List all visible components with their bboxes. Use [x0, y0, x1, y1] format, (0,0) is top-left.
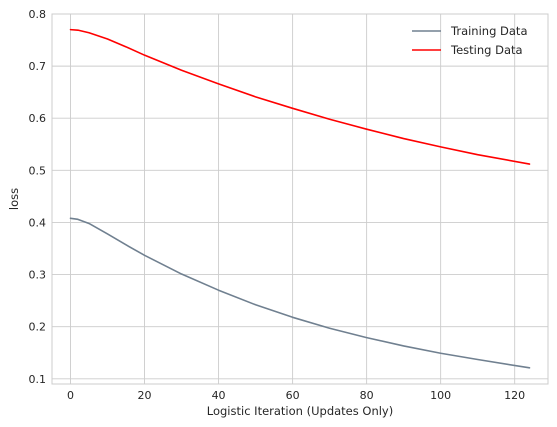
- x-tick-label: 100: [430, 389, 451, 402]
- grid-lines: [52, 13, 548, 384]
- y-tick-label: 0.6: [29, 112, 47, 125]
- x-axis-label: Logistic Iteration (Updates Only): [207, 404, 393, 418]
- legend-label: Testing Data: [450, 43, 523, 57]
- y-tick-label: 0.4: [29, 216, 47, 229]
- x-axis-ticks: 0 20 40 60 80 100 120: [67, 389, 525, 402]
- y-tick-label: 0.5: [29, 164, 47, 177]
- x-tick-label: 40: [212, 389, 226, 402]
- x-tick-label: 0: [67, 389, 74, 402]
- legend-label: Training Data: [450, 24, 528, 38]
- x-tick-label: 120: [504, 389, 525, 402]
- y-tick-label: 0.3: [29, 269, 47, 282]
- series-line-training: [69, 217, 531, 369]
- x-tick-label: 60: [286, 389, 300, 402]
- y-axis-ticks: 0.1 0.2 0.3 0.4 0.5 0.6 0.7 0.8: [29, 8, 47, 386]
- y-axis-label: loss: [7, 188, 21, 210]
- series-line-testing: [69, 28, 531, 165]
- x-tick-label: 80: [360, 389, 374, 402]
- y-tick-label: 0.2: [29, 321, 47, 334]
- series-lines: [69, 28, 531, 369]
- x-tick-label: 20: [138, 389, 152, 402]
- plot-frame: [51, 13, 549, 385]
- legend: Training Data Testing Data: [412, 24, 528, 57]
- y-tick-label: 0.1: [29, 373, 47, 386]
- y-tick-label: 0.8: [29, 8, 47, 21]
- y-tick-label: 0.7: [29, 60, 47, 73]
